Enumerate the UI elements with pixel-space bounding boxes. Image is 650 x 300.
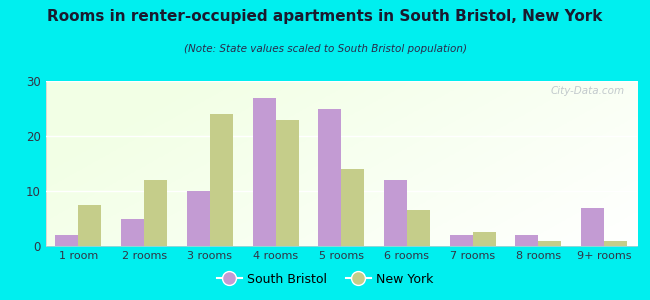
Bar xyxy=(187,191,210,246)
Bar xyxy=(473,232,496,246)
Bar xyxy=(341,169,364,246)
Bar xyxy=(450,235,473,246)
Bar xyxy=(515,235,538,246)
Bar xyxy=(121,218,144,246)
Bar xyxy=(604,241,627,246)
Bar xyxy=(144,180,167,246)
Bar xyxy=(581,208,604,246)
Bar xyxy=(318,109,341,246)
Bar xyxy=(384,180,407,246)
Bar xyxy=(252,98,276,246)
Text: Rooms in renter-occupied apartments in South Bristol, New York: Rooms in renter-occupied apartments in S… xyxy=(47,9,603,24)
Bar xyxy=(55,235,79,246)
Text: City-Data.com: City-Data.com xyxy=(551,86,625,96)
Text: (Note: State values scaled to South Bristol population): (Note: State values scaled to South Bris… xyxy=(183,44,467,53)
Legend: South Bristol, New York: South Bristol, New York xyxy=(212,268,438,291)
Bar xyxy=(538,241,562,246)
Bar xyxy=(276,119,298,246)
Bar xyxy=(79,205,101,246)
Bar xyxy=(210,114,233,246)
Bar xyxy=(407,210,430,246)
